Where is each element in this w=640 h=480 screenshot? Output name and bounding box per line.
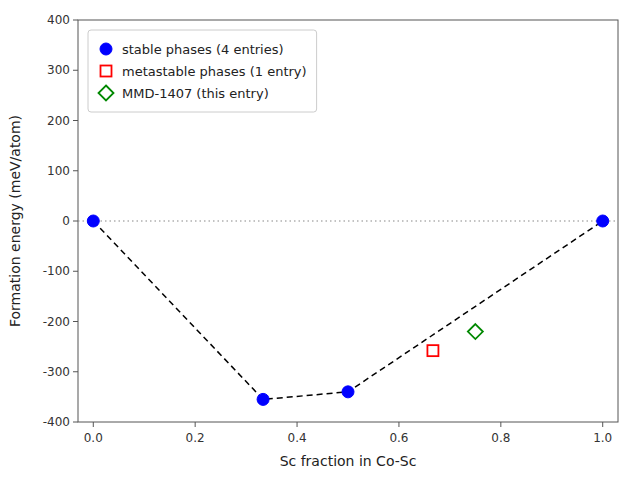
x-tick <box>398 422 399 427</box>
x-tick-label: 0.2 <box>186 431 205 445</box>
x-tick-label: 0.4 <box>288 431 307 445</box>
x-tick <box>297 422 298 427</box>
marks <box>78 215 618 405</box>
y-tick-label: -400 <box>43 415 70 429</box>
scatter-point <box>342 386 354 398</box>
y-tick <box>73 321 78 322</box>
y-tick <box>73 371 78 372</box>
hull-line <box>93 221 602 399</box>
x-tick <box>602 422 603 427</box>
x-axis-label: Sc fraction in Co-Sc <box>280 453 417 469</box>
y-tick-label: -100 <box>43 264 70 278</box>
chart: 0.0 0.2 0.4 0.6 0.8 1.0 -400 -300 -200 -100 0 100 20… <box>0 0 640 480</box>
y-tick-label: 200 <box>47 114 70 128</box>
y-tick <box>73 120 78 121</box>
y-tick-label: 0 <box>62 214 70 228</box>
legend-label: MMD-1407 (this entry) <box>122 86 269 101</box>
x-tick-label: 0.8 <box>491 431 510 445</box>
y-tick-label: 300 <box>47 63 70 77</box>
y-tick-label: -200 <box>43 315 70 329</box>
y-tick-label: 100 <box>47 164 70 178</box>
legend-marker <box>100 43 112 55</box>
reference-line <box>78 220 618 221</box>
y-tick-label: -300 <box>43 365 70 379</box>
legend-marker <box>101 66 112 77</box>
plot-frame <box>78 20 618 422</box>
y-axis-label: Formation energy (meV/atom) <box>7 115 23 327</box>
y-tick <box>73 422 78 423</box>
legend-label: metastable phases (1 entry) <box>122 64 307 79</box>
scatter-point <box>597 215 609 227</box>
x-tick-label: 1.0 <box>593 431 612 445</box>
scatter-point <box>468 324 483 339</box>
legend-marker <box>99 86 114 101</box>
y-tick <box>73 70 78 71</box>
y-tick <box>73 170 78 171</box>
legend-label: stable phases (4 entries) <box>122 42 284 57</box>
x-tick <box>195 422 196 427</box>
axes: 0.0 0.2 0.4 0.6 0.8 1.0 -400 -300 -200 -100 0 100 20… <box>43 13 612 445</box>
x-tick-label: 0.0 <box>84 431 103 445</box>
x-tick <box>93 422 94 427</box>
scatter-point <box>87 215 99 227</box>
legend: stable phases (4 entries) metastable phas… <box>88 30 317 112</box>
y-tick <box>73 20 78 21</box>
x-tick <box>500 422 501 427</box>
y-tick-label: 400 <box>47 13 70 27</box>
scatter-point <box>257 393 269 405</box>
y-tick <box>73 221 78 222</box>
x-tick-label: 0.6 <box>389 431 408 445</box>
legend-box <box>88 30 317 112</box>
y-tick <box>73 271 78 272</box>
scatter-point <box>427 345 438 356</box>
